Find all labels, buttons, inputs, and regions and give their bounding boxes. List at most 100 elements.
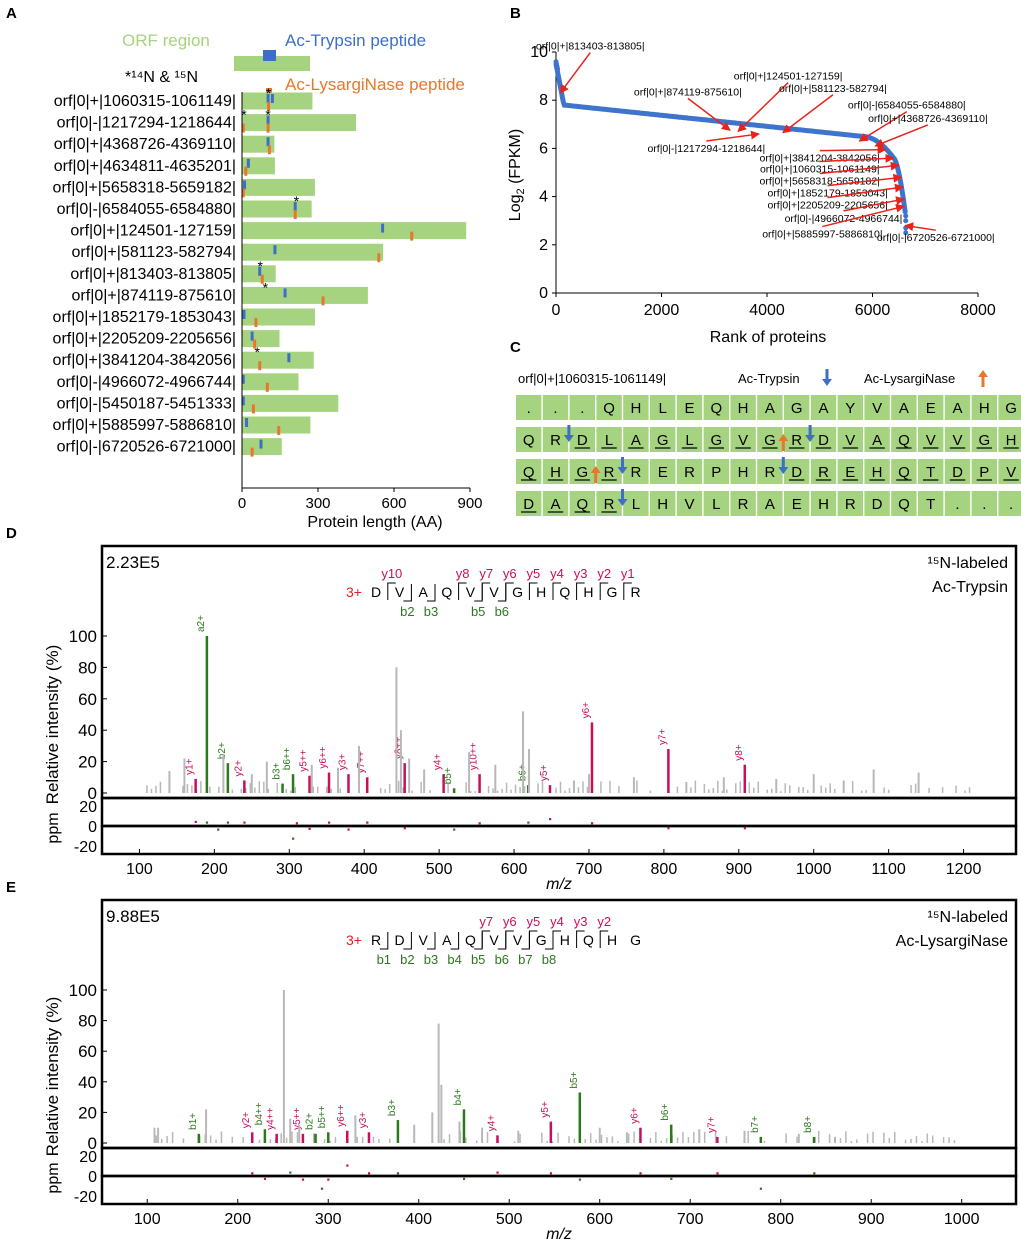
- peptide-residue: H: [560, 932, 570, 948]
- residue-box: [891, 491, 917, 516]
- residue-cell: E: [918, 395, 944, 420]
- residue-box: [703, 395, 729, 420]
- ppm-point: [478, 822, 481, 825]
- residue-cell: Q: [596, 395, 622, 420]
- residue-box: [730, 491, 756, 516]
- residue-cell: E: [837, 459, 863, 484]
- peak-label: y6+: [629, 1107, 640, 1124]
- trypsin-cut-arrow-head: [778, 467, 789, 474]
- peak-label: b4+: [453, 1088, 464, 1105]
- residue-letter: G: [978, 432, 990, 449]
- y-ion-bracket: [458, 582, 467, 600]
- peak-label: y4+: [486, 1115, 497, 1132]
- legend-trypsin-mark: [263, 50, 276, 61]
- trypsin-peptide-mark: [258, 266, 262, 276]
- peptide-residue: V: [489, 584, 499, 600]
- y-axis-label: Relative intensity (%): [43, 997, 62, 1157]
- residue-box: [998, 395, 1021, 420]
- lysarginase-peptide-mark: [277, 426, 281, 435]
- residue-letter: V: [926, 432, 936, 449]
- residue-letter: T: [926, 464, 935, 481]
- b-ion-label: b3: [424, 604, 438, 619]
- residue-letter: R: [791, 432, 802, 449]
- residue-letter: G: [657, 432, 669, 449]
- y-ion-bracket: [528, 582, 538, 600]
- peak-label: y5+: [539, 765, 550, 782]
- annotation-arrow: [858, 110, 908, 142]
- orf-bar: [242, 135, 275, 153]
- residue-letter: L: [605, 432, 613, 449]
- residue-cell: R: [784, 427, 810, 452]
- trypsin-cut-arrow-head: [805, 435, 816, 442]
- trypsin-peptide-mark: [287, 353, 291, 363]
- lysarginase-peptide-mark: [267, 102, 271, 111]
- y-tick-label: 100: [69, 981, 97, 1000]
- x-tick-label: 2000: [644, 302, 680, 319]
- residue-box: [944, 491, 971, 516]
- legend-orf-region: ORF region: [122, 31, 210, 50]
- y-tick-label: 4: [539, 189, 548, 206]
- residue-letter: A: [952, 400, 962, 417]
- ppm-point: [667, 827, 670, 830]
- peak-label: b1+: [188, 1113, 199, 1130]
- peak-label: b7+: [750, 1116, 761, 1133]
- residue-letter: G: [764, 432, 776, 449]
- residue-letter: Y: [845, 400, 855, 417]
- peptide-residue: R: [631, 584, 641, 600]
- residue-letter: D: [791, 464, 802, 481]
- annotation-label: orf|0|-|6720526-6721000|: [877, 232, 995, 244]
- y-ion-label: y10: [381, 566, 402, 581]
- y-tick-label: 20: [78, 1103, 97, 1122]
- y-tick-label: 100: [69, 627, 97, 646]
- residue-box: [837, 395, 863, 420]
- x-tick-label: 900: [858, 1211, 885, 1228]
- residue-letter: L: [659, 400, 667, 417]
- residue-cell: E: [650, 459, 676, 484]
- lysarginase-peptide-mark: [265, 382, 269, 392]
- residue-cell: H: [810, 491, 837, 516]
- residue-letter: A: [872, 432, 882, 449]
- residue-letter: E: [926, 400, 936, 417]
- peak-label: y5++: [292, 1107, 303, 1129]
- residue-letter: H: [550, 464, 561, 481]
- residue-cell: R: [623, 459, 649, 484]
- peptide-residue: G: [512, 584, 523, 600]
- residue-cell: D: [944, 459, 971, 484]
- orf-label: orf|0|+|1060315-1061149|: [54, 93, 236, 110]
- peptide-residue: V: [395, 584, 405, 600]
- residue-box: [730, 395, 756, 420]
- residue-letter: E: [684, 400, 694, 417]
- curve-point: [903, 213, 909, 219]
- residue-cell: D: [784, 459, 810, 484]
- orf-bar: [242, 373, 299, 391]
- b-ion-label: b3: [424, 952, 438, 967]
- cleavage-arrows: [563, 425, 816, 506]
- x-tick-label: 100: [126, 861, 153, 878]
- panel-a-x-axis: 0 300 600 900: [238, 92, 483, 512]
- orf-label: orf|0|+|124501-127159|: [70, 223, 236, 240]
- trypsin-cut-arrow-head: [617, 499, 628, 506]
- residue-box: [650, 459, 676, 484]
- panel-a-orf-map: ORF region Ac-Trypsin peptide *¹⁴N & ¹⁵N…: [53, 31, 483, 531]
- residue-letter: Q: [523, 432, 535, 449]
- x-axis-label: m/z: [546, 1226, 572, 1240]
- peak-label: y5+: [540, 1101, 551, 1118]
- lysarginase-peptide-mark: [321, 296, 325, 306]
- ylabel-subscript: 2: [515, 188, 527, 194]
- peak-label: y2+: [241, 1112, 252, 1129]
- residue-cell: P: [703, 459, 729, 484]
- residue-box: [784, 491, 810, 516]
- orf-bar: [242, 200, 312, 218]
- orf-row: orf|0|+|4634811-4635201|: [54, 157, 275, 176]
- orf-row: orf|0|-|6720526-6721000|: [57, 438, 282, 457]
- residue-cell: .: [569, 395, 595, 420]
- ppm-point: [759, 1187, 763, 1190]
- orf-row: orf|0|+|581123-582794|: [72, 243, 384, 263]
- legend-trypsin: Ac-Trypsin peptide: [285, 31, 426, 50]
- residue-cell: D: [516, 491, 542, 516]
- residue-box: [837, 491, 863, 516]
- residue-letter: R: [764, 464, 775, 481]
- residue-cell: V: [676, 491, 703, 516]
- annotation-arrow: [687, 97, 731, 131]
